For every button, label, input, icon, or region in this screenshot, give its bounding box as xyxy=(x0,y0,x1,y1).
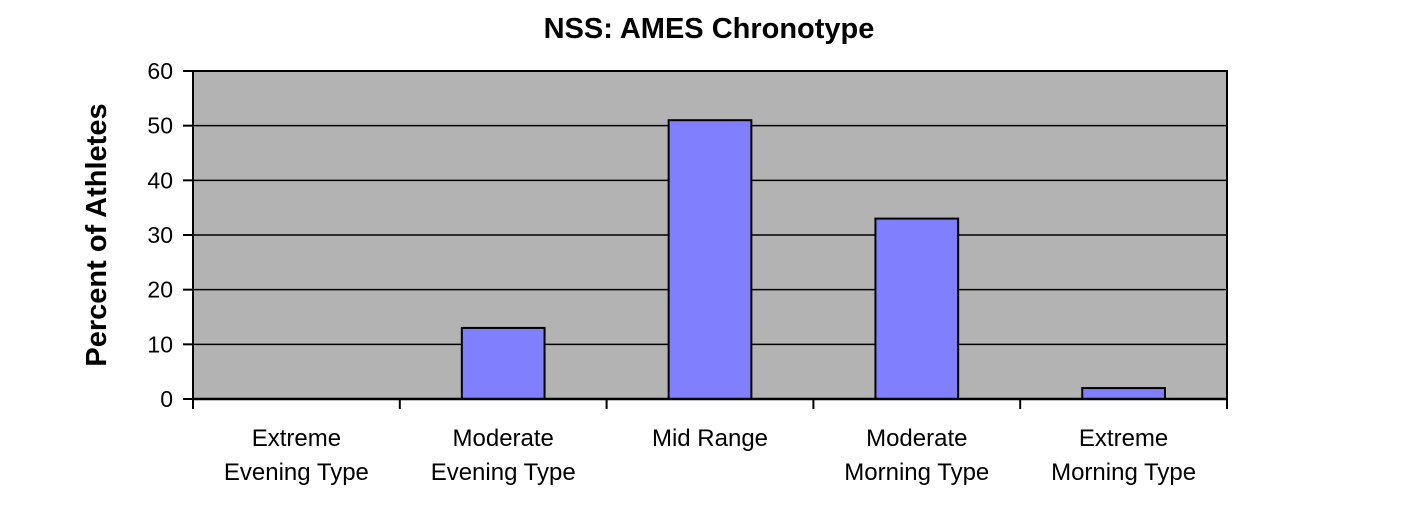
y-tick-label: 30 xyxy=(147,222,173,248)
x-tick-label: Moderate Evening Type xyxy=(431,425,576,486)
y-axis-label: Percent of Athletes xyxy=(81,103,113,366)
y-tick-label: 40 xyxy=(147,167,173,193)
y-tick-label: 10 xyxy=(147,331,173,357)
axes xyxy=(183,70,1228,409)
bar xyxy=(460,326,546,400)
y-tick-label: 60 xyxy=(147,58,173,84)
bar xyxy=(874,217,960,400)
bar xyxy=(667,119,753,400)
bar xyxy=(1081,387,1166,401)
x-tick-label: Moderate Morning Type xyxy=(844,425,989,486)
x-tick-label: Extreme Morning Type xyxy=(1051,425,1196,486)
x-tick-labels: Extreme Evening Type Moderate Evening Type M… xyxy=(224,425,1196,486)
chart-title: NSS: AMES Chronotype xyxy=(544,13,875,45)
y-tick-label: 0 xyxy=(160,386,173,412)
y-tick-labels: 0 10 20 30 40 50 60 xyxy=(147,58,173,412)
y-tick-label: 50 xyxy=(147,113,173,139)
bars xyxy=(460,119,1166,401)
x-tick-label: Mid Range xyxy=(652,425,768,452)
y-tick-label: 20 xyxy=(147,277,173,303)
x-tick-label: Extreme Evening Type xyxy=(224,425,369,486)
